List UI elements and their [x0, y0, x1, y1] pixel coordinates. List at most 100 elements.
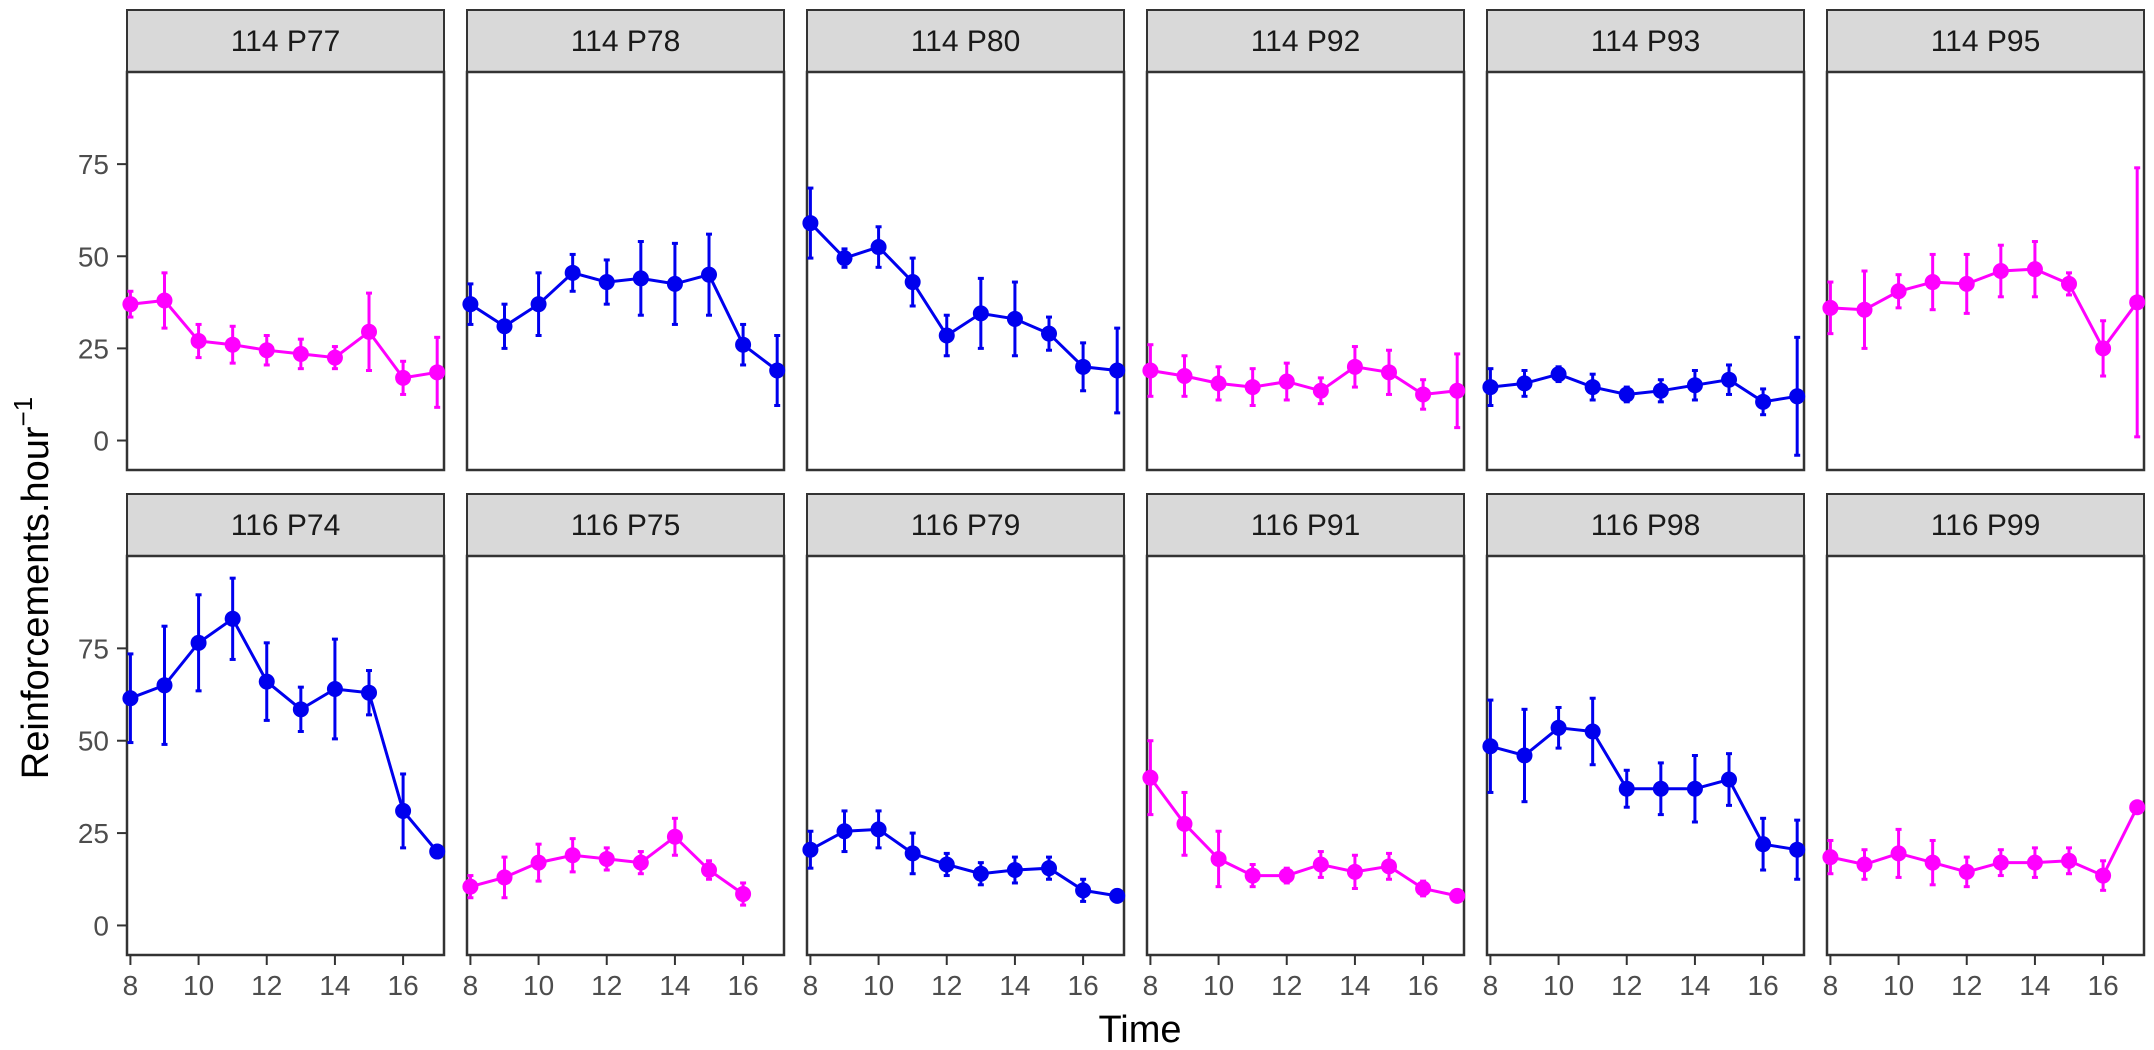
x-tick-label: 16 [1068, 970, 1099, 1001]
plot-frame [1825, 554, 2146, 957]
x-tick-label: 12 [251, 970, 282, 1001]
strip-label: 116 P79 [911, 509, 1021, 542]
data-point [1176, 815, 1193, 832]
data-point [564, 264, 581, 281]
strip-label: 116 P75 [571, 509, 681, 542]
data-point [2061, 275, 2078, 292]
data-point [1755, 393, 1772, 410]
x-axis-title: Time [1098, 1009, 1181, 1050]
data-point [2061, 852, 2078, 869]
data-point [1482, 379, 1499, 396]
data-point [429, 364, 446, 381]
data-point [1652, 780, 1669, 797]
data-point [2026, 854, 2043, 871]
plot-frame [1145, 70, 1466, 472]
data-point [361, 323, 378, 340]
data-point [1958, 275, 1975, 292]
strip-background [126, 9, 445, 73]
series-line [1149, 776, 1458, 898]
data-point [1856, 301, 1873, 318]
data-point [1482, 738, 1499, 755]
data-point [462, 878, 479, 895]
data-point [632, 270, 649, 287]
panel-116-p79: 116 P79 [802, 493, 1126, 957]
data-point [1516, 747, 1533, 764]
panel-114-p80: 114 P80 [802, 9, 1126, 472]
data-point [2129, 294, 2146, 311]
panel-116-p91: 116 P91 [1142, 493, 1466, 957]
y-tick-label: 0 [93, 910, 109, 941]
panel-116-p75: 116 P75 [462, 493, 786, 957]
series-line [1830, 267, 2139, 352]
data-point [326, 681, 343, 697]
data-point [224, 610, 241, 627]
strip-background [1826, 493, 2145, 557]
series-line [1490, 372, 1798, 404]
data-point [1210, 375, 1227, 392]
data-point [1415, 386, 1432, 403]
series-line [129, 616, 439, 853]
panel-116-p98: 116 P98 [1482, 493, 1806, 957]
panel-114-p77: 114 P77 [122, 9, 446, 472]
data-point [564, 847, 581, 864]
data-point [972, 305, 989, 322]
data-point [1041, 325, 1058, 342]
data-point [122, 690, 139, 707]
x-tick-label: 12 [931, 970, 962, 1001]
data-point [1346, 358, 1363, 375]
strip-background [1486, 493, 1805, 557]
x-tick-label: 14 [2019, 970, 2050, 1001]
data-point [1992, 854, 2009, 871]
data-point [326, 349, 343, 366]
strip-background [466, 9, 785, 73]
data-point [1550, 366, 1567, 383]
strip-background [806, 493, 1125, 557]
data-point [530, 854, 547, 871]
y-axis-title-superscript: −1 [8, 397, 38, 427]
x-tick-label: 14 [999, 970, 1030, 1001]
y-tick-label: 50 [78, 726, 109, 757]
series-line [469, 271, 779, 372]
data-point [836, 823, 853, 840]
data-point [1789, 841, 1806, 858]
strip-background [1826, 9, 2145, 73]
data-point [802, 215, 819, 232]
data-point [1109, 362, 1126, 379]
data-point [735, 886, 752, 903]
strip-background [1146, 493, 1465, 557]
data-point [1381, 858, 1398, 875]
data-point [1890, 283, 1907, 300]
strip-background [1486, 9, 1805, 73]
data-point [395, 369, 412, 386]
y-tick-label: 0 [93, 426, 109, 457]
x-tick-label: 14 [319, 970, 350, 1001]
series-line [1490, 726, 1798, 852]
data-point [1449, 887, 1466, 904]
panel-116-p74: 116 P74 [122, 493, 446, 957]
data-point [1142, 362, 1159, 379]
data-point [1075, 358, 1092, 375]
strip-background [126, 493, 445, 557]
strip-label: 114 P92 [1251, 25, 1361, 58]
data-point [904, 274, 921, 291]
plot-frame [125, 70, 446, 472]
x-tick-label: 8 [803, 970, 819, 1001]
x-tick-label: 10 [1543, 970, 1574, 1001]
data-point [870, 239, 887, 256]
data-point [836, 250, 853, 267]
data-point [972, 865, 989, 882]
data-point [1176, 368, 1193, 385]
data-point [1142, 769, 1159, 786]
panel-114-p93: 114 P93 [1482, 9, 1806, 472]
strip-background [466, 493, 785, 557]
x-tick-label: 8 [1823, 970, 1839, 1001]
x-tick-label: 16 [1408, 970, 1439, 1001]
data-point [1924, 274, 1941, 291]
data-point [666, 275, 683, 292]
strip-label: 114 P80 [911, 25, 1021, 58]
x-tick-label: 8 [463, 970, 479, 1001]
data-point [1041, 860, 1058, 877]
series-line [809, 827, 1118, 898]
data-point [1924, 854, 1941, 871]
x-tick-label: 16 [728, 970, 759, 1001]
